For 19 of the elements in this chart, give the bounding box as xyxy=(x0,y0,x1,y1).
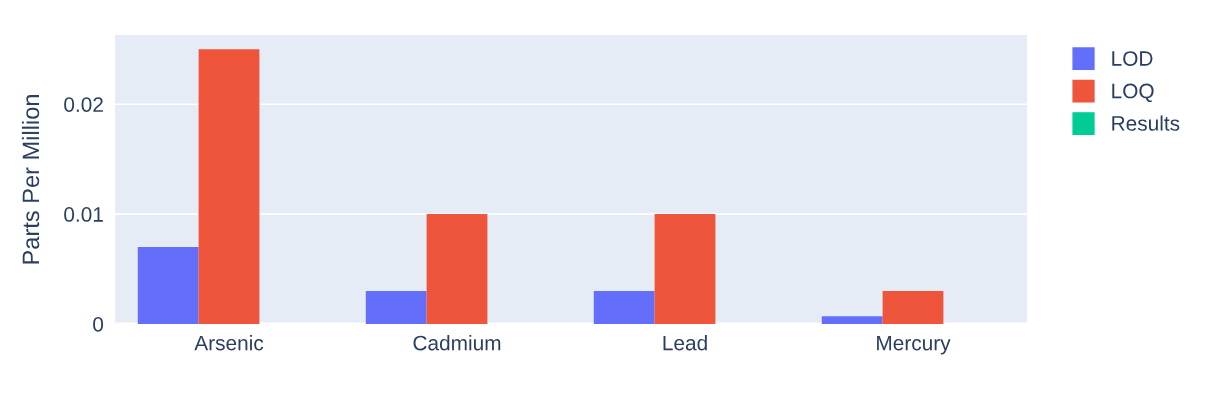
y-tick-label: 0.01 xyxy=(64,207,103,222)
legend-label: Results xyxy=(1112,115,1180,131)
bar xyxy=(882,291,944,324)
x-tick-label: Cadmium xyxy=(413,335,501,351)
bar xyxy=(654,214,716,324)
x-tick-label: Mercury xyxy=(877,335,951,355)
y-tick-label: 0 xyxy=(93,317,104,332)
x-tick-label: Lead xyxy=(663,335,707,351)
x-tick-label: Arsenic xyxy=(194,335,264,351)
y-tick-label: 0.02 xyxy=(64,97,103,112)
legend-label: LOQ xyxy=(1112,83,1154,103)
bar xyxy=(593,291,655,324)
bar xyxy=(365,291,427,324)
bar xyxy=(137,247,199,324)
bar xyxy=(426,214,488,324)
y-axis-title: Parts Per Million xyxy=(21,95,40,264)
bar xyxy=(198,49,260,324)
legend-label: LOD xyxy=(1112,51,1153,66)
bar xyxy=(821,316,883,324)
